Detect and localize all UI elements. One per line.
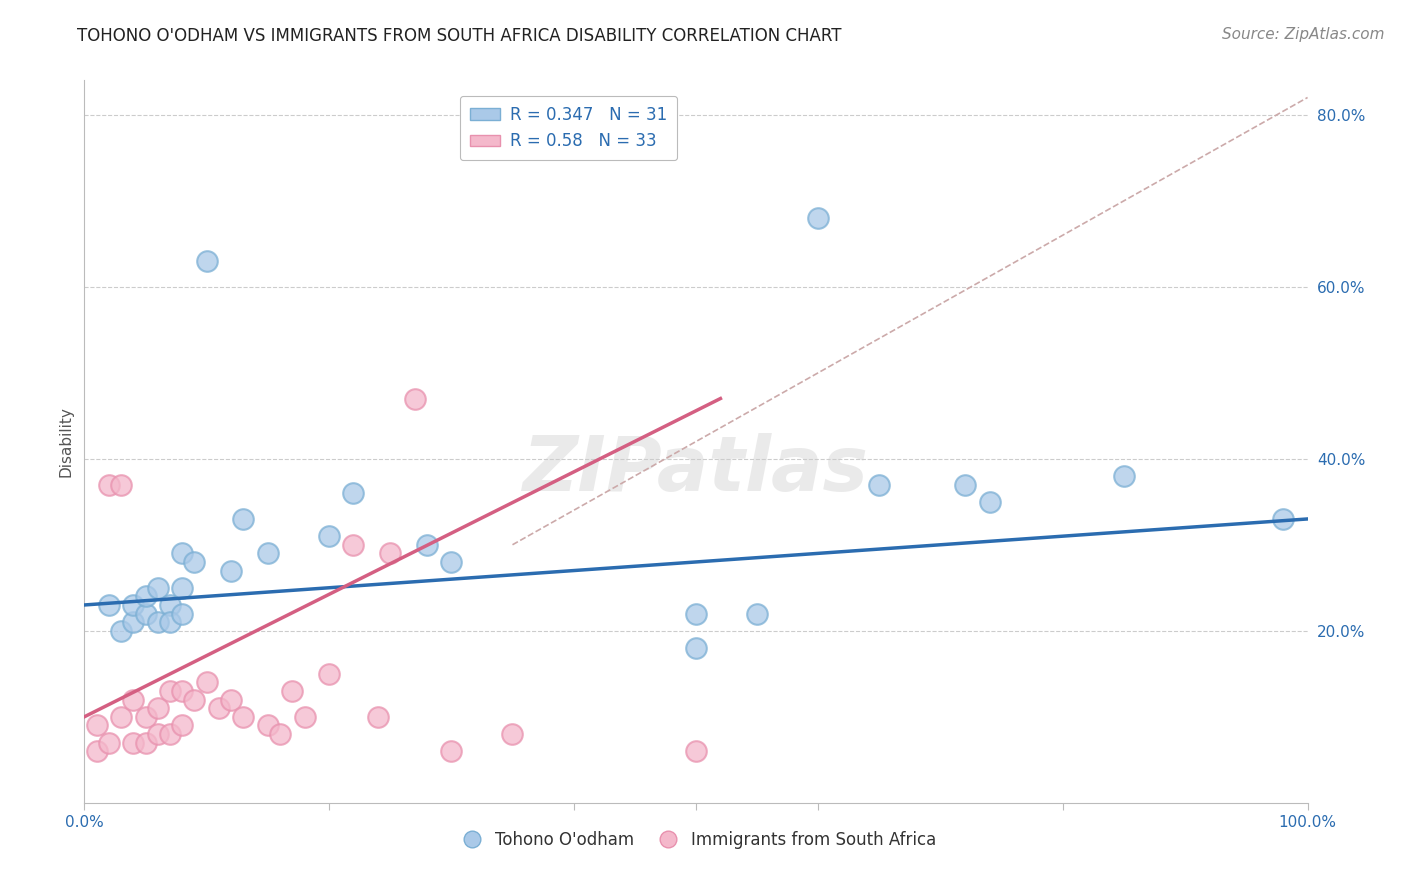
Point	[172, 684, 194, 698]
Point	[208, 701, 231, 715]
Point	[135, 590, 157, 604]
Point	[685, 744, 707, 758]
Point	[146, 727, 169, 741]
Point	[367, 710, 389, 724]
Point	[440, 744, 463, 758]
Point	[342, 538, 364, 552]
Point	[146, 615, 169, 630]
Point	[318, 666, 340, 681]
Point	[159, 684, 181, 698]
Point	[219, 692, 242, 706]
Point	[135, 607, 157, 621]
Point	[183, 692, 205, 706]
Point	[1272, 512, 1295, 526]
Point	[172, 581, 194, 595]
Point	[502, 727, 524, 741]
Point	[440, 555, 463, 569]
Point	[110, 624, 132, 638]
Point	[685, 640, 707, 655]
Point	[1114, 469, 1136, 483]
Point	[122, 692, 145, 706]
Point	[122, 735, 145, 749]
Point	[380, 546, 402, 560]
Point	[869, 477, 891, 491]
Point	[807, 211, 830, 225]
Point	[685, 607, 707, 621]
Point	[979, 494, 1001, 508]
Legend: Tohono O'odham, Immigrants from South Africa: Tohono O'odham, Immigrants from South Af…	[449, 824, 943, 856]
Point	[257, 718, 280, 732]
Point	[747, 607, 769, 621]
Point	[318, 529, 340, 543]
Y-axis label: Disability: Disability	[58, 406, 73, 477]
Point	[172, 607, 194, 621]
Point	[122, 598, 145, 612]
Point	[195, 253, 218, 268]
Point	[159, 598, 181, 612]
Point	[404, 392, 426, 406]
Point	[135, 735, 157, 749]
Point	[416, 538, 439, 552]
Point	[86, 718, 108, 732]
Point	[146, 581, 169, 595]
Point	[159, 615, 181, 630]
Point	[281, 684, 304, 698]
Point	[953, 477, 976, 491]
Point	[97, 477, 120, 491]
Point	[135, 710, 157, 724]
Point	[183, 555, 205, 569]
Point	[219, 564, 242, 578]
Point	[110, 477, 132, 491]
Point	[110, 710, 132, 724]
Point	[172, 546, 194, 560]
Point	[159, 727, 181, 741]
Point	[257, 546, 280, 560]
Point	[172, 718, 194, 732]
Point	[195, 675, 218, 690]
Text: Source: ZipAtlas.com: Source: ZipAtlas.com	[1222, 27, 1385, 42]
Point	[146, 701, 169, 715]
Point	[269, 727, 291, 741]
Point	[232, 512, 254, 526]
Point	[232, 710, 254, 724]
Point	[97, 598, 120, 612]
Point	[342, 486, 364, 500]
Point	[86, 744, 108, 758]
Point	[97, 735, 120, 749]
Text: TOHONO O'ODHAM VS IMMIGRANTS FROM SOUTH AFRICA DISABILITY CORRELATION CHART: TOHONO O'ODHAM VS IMMIGRANTS FROM SOUTH …	[77, 27, 842, 45]
Point	[122, 615, 145, 630]
Text: ZIPatlas: ZIPatlas	[523, 434, 869, 508]
Point	[294, 710, 316, 724]
